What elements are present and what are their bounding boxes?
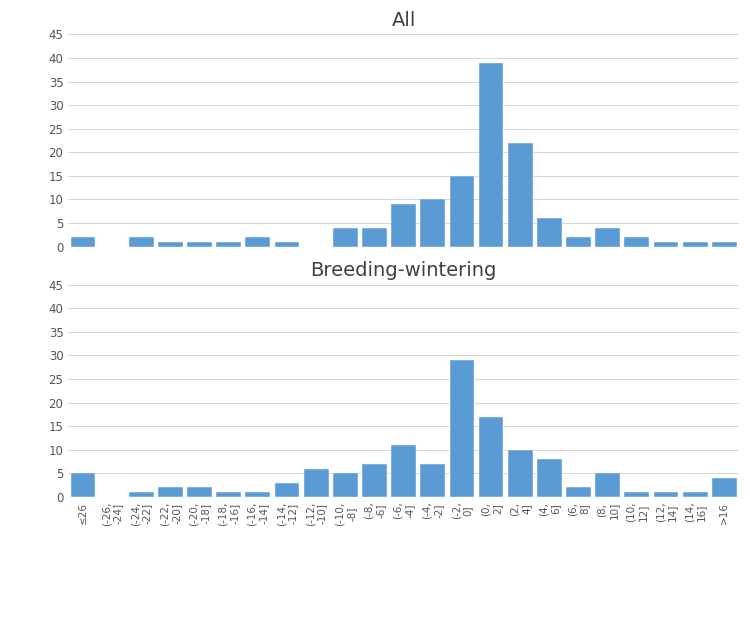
Bar	[421, 464, 446, 497]
Bar	[188, 487, 212, 497]
Bar	[653, 242, 679, 246]
Bar	[508, 143, 532, 246]
Bar	[333, 228, 358, 246]
Bar	[70, 473, 95, 497]
Bar	[392, 204, 416, 246]
Bar	[596, 473, 620, 497]
Bar	[625, 237, 650, 246]
Bar	[653, 492, 679, 497]
Bar	[537, 218, 562, 246]
Bar	[216, 492, 241, 497]
Bar	[421, 199, 446, 246]
Bar	[304, 468, 328, 497]
Bar	[478, 416, 503, 497]
Bar	[712, 478, 736, 497]
Bar	[158, 487, 183, 497]
Bar	[362, 228, 387, 246]
Bar	[188, 242, 212, 246]
Bar	[274, 242, 299, 246]
Bar	[449, 360, 474, 497]
Bar	[712, 242, 736, 246]
Bar	[158, 242, 183, 246]
Bar	[129, 237, 154, 246]
Bar	[478, 63, 503, 246]
Bar	[682, 242, 707, 246]
Bar	[682, 492, 707, 497]
Bar	[566, 237, 591, 246]
Bar	[537, 459, 562, 497]
Bar	[362, 464, 387, 497]
Bar	[392, 445, 416, 497]
Bar	[274, 483, 299, 497]
Title: All: All	[392, 11, 416, 30]
Bar	[508, 450, 532, 497]
Bar	[625, 492, 650, 497]
Bar	[216, 242, 241, 246]
Bar	[333, 473, 358, 497]
Bar	[129, 492, 154, 497]
Bar	[70, 237, 95, 246]
Bar	[245, 237, 270, 246]
Bar	[596, 228, 620, 246]
Bar	[449, 176, 474, 246]
Bar	[566, 487, 591, 497]
Bar	[245, 492, 270, 497]
Title: Breeding-wintering: Breeding-wintering	[310, 262, 496, 281]
